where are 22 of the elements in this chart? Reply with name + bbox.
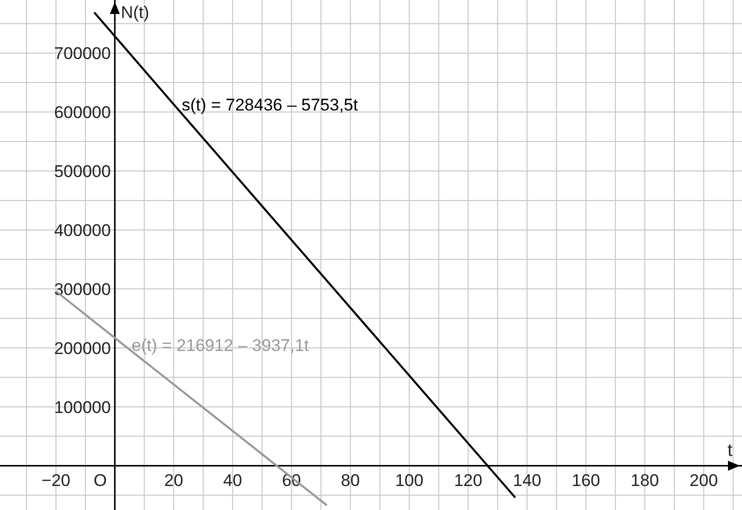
x-tick-label: 80 [340,470,360,490]
x-axis-title: t [727,440,733,460]
annotation: O [94,470,107,490]
x-tick-label: 120 [454,470,482,490]
series-label: e(t) = 216912 – 3937,1t [132,336,310,355]
y-tick-label: 600000 [54,103,111,122]
x-tick-label: 40 [223,470,242,490]
y-tick-label: 100000 [54,398,111,417]
x-tick-label: 200 [690,470,718,490]
y-tick-label: 700000 [54,44,111,64]
y-axis-title: N(t) [120,3,150,22]
x-tick-label: 180 [630,470,660,490]
x-tick-label: −20 [42,470,70,490]
y-tick-label: 300000 [54,280,111,299]
x-tick-label: 20 [164,470,184,490]
y-tick-label: 200000 [54,338,111,358]
y-tick-label: 400000 [54,220,111,240]
y-tick-label: 500000 [54,162,111,181]
x-tick-label: 140 [512,470,542,490]
series-label: s(t) = 728436 – 5753,5t [182,95,358,114]
x-tick-label: 100 [395,470,424,490]
x-tick-label: 160 [572,470,600,490]
